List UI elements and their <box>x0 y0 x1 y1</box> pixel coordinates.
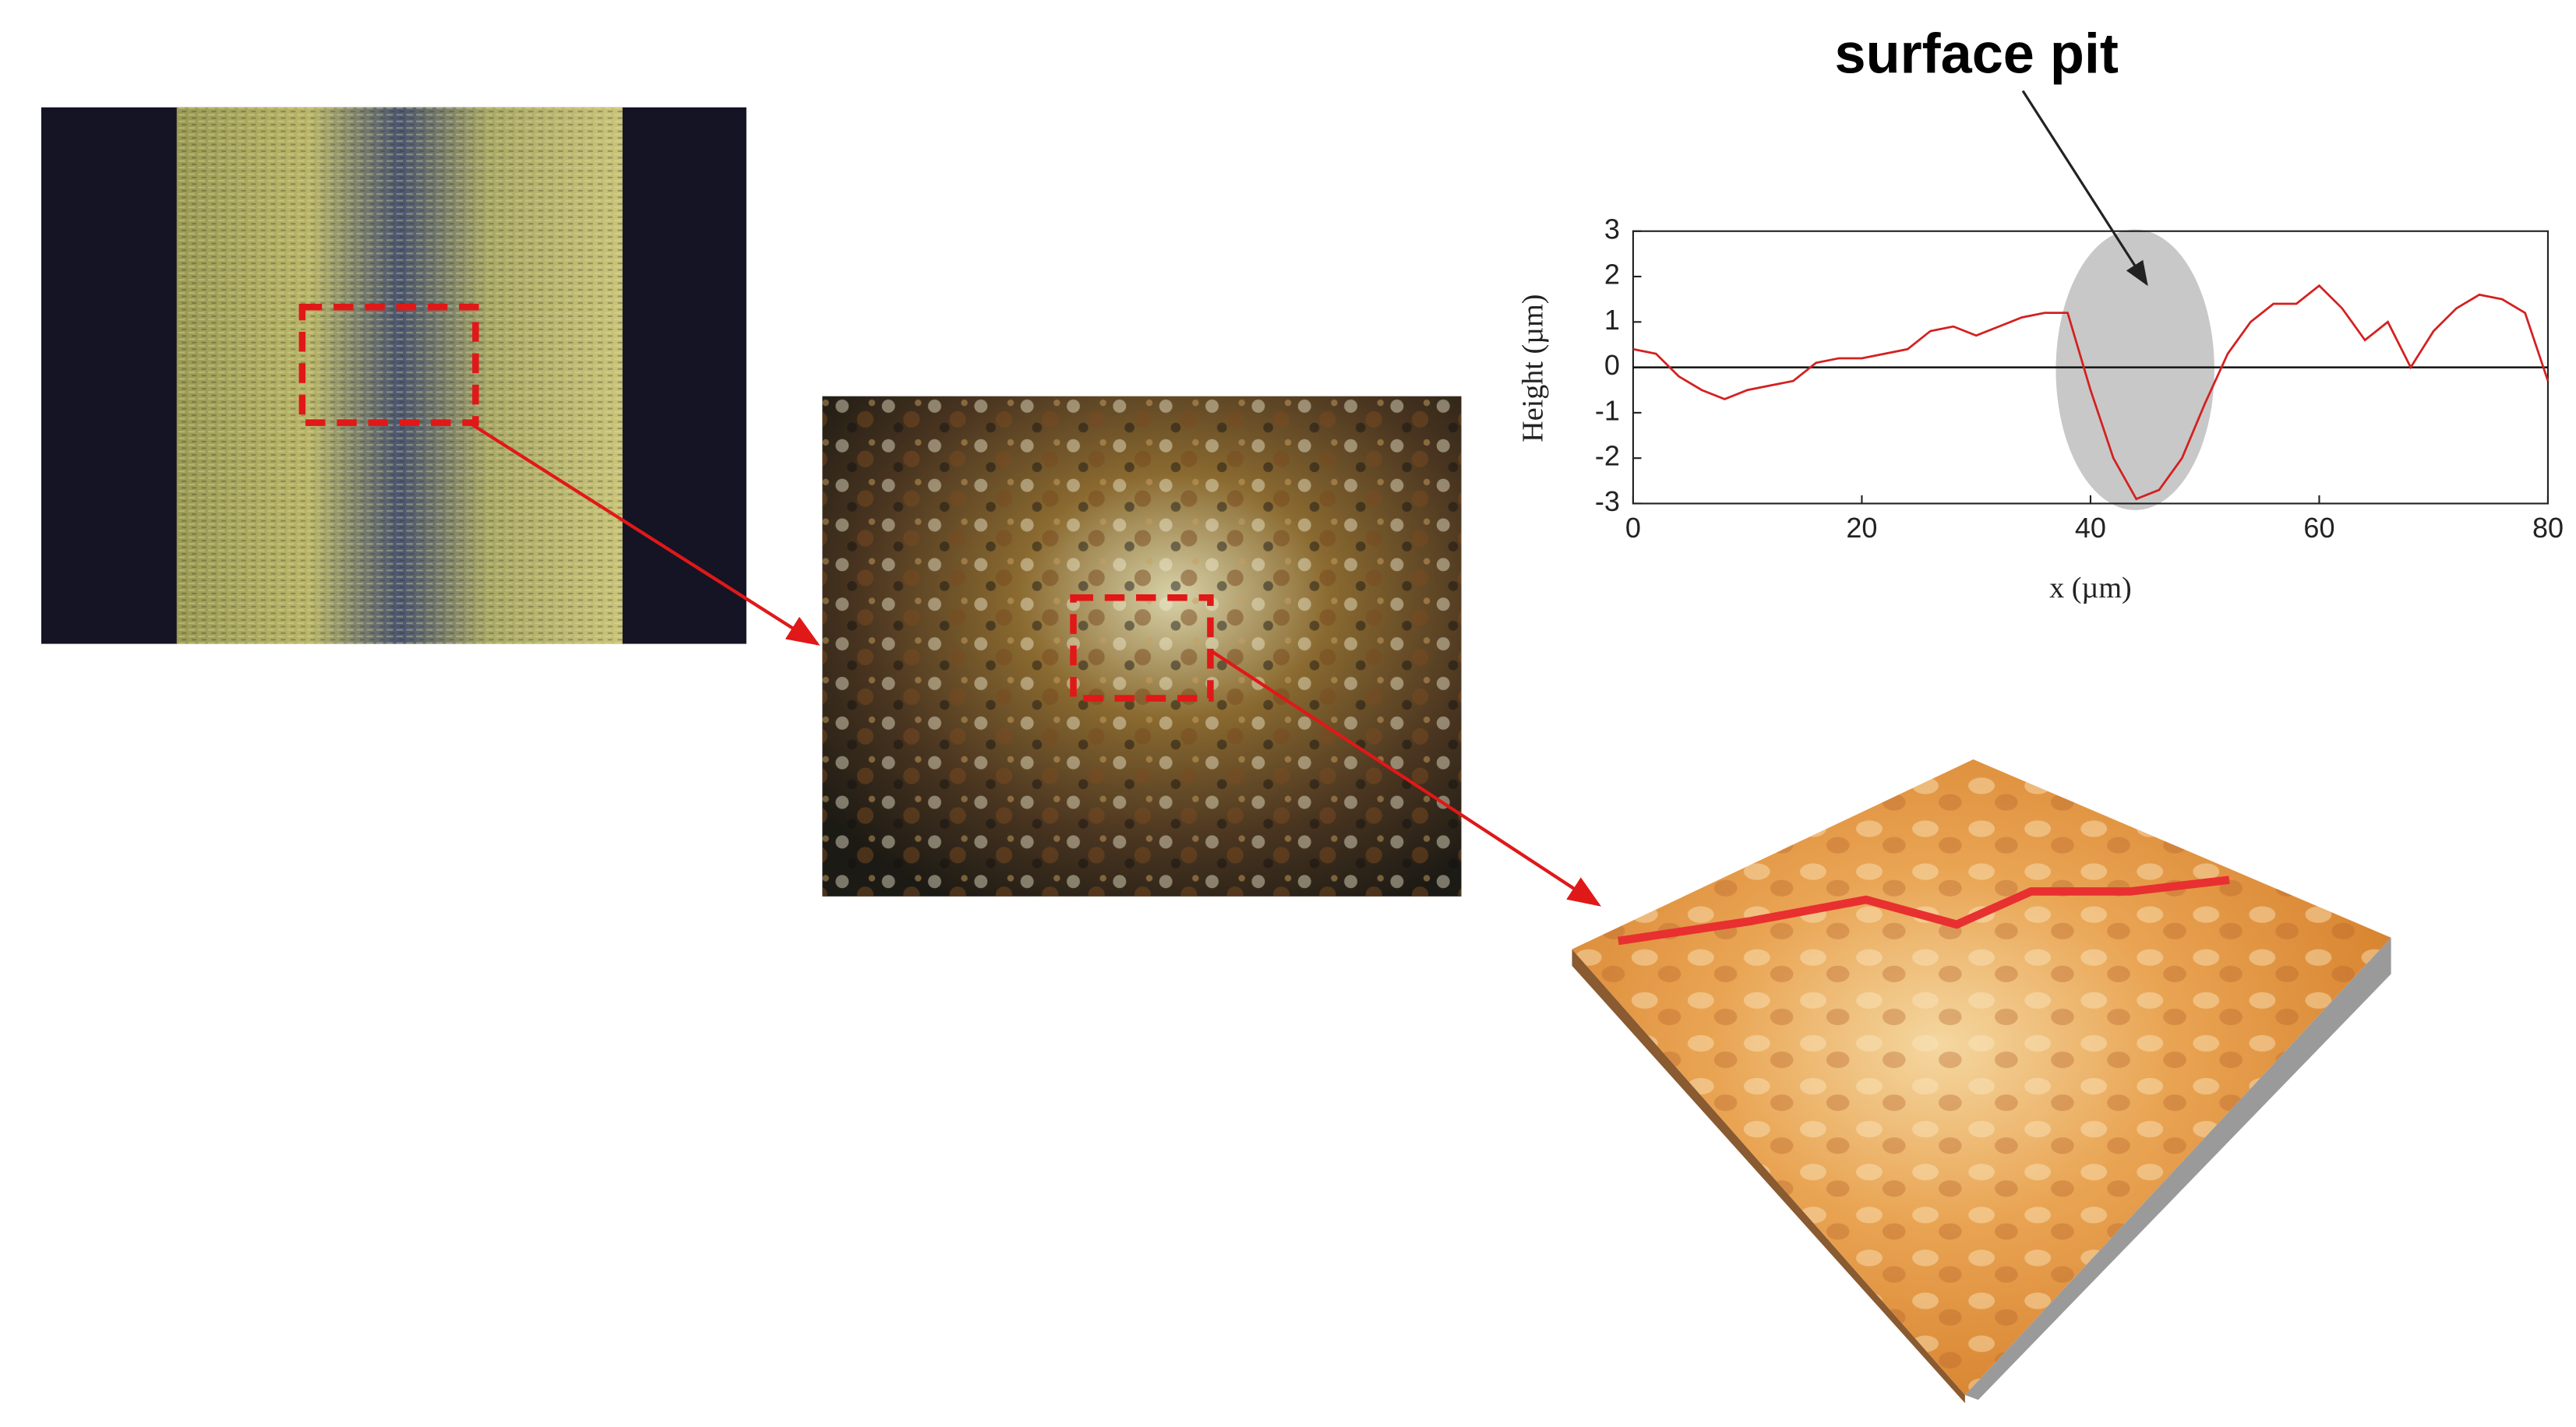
surface-3d <box>1572 759 2391 1404</box>
pit-highlight <box>2056 229 2214 510</box>
x-tick-label: 80 <box>2532 512 2564 544</box>
x-axis-label: x (µm) <box>2049 572 2132 604</box>
y-tick-label: -1 <box>1595 394 1620 426</box>
y-tick-label: 2 <box>1604 259 1620 291</box>
y-tick-label: -3 <box>1595 485 1620 517</box>
zoom-arrow <box>1209 649 1601 907</box>
y-tick-label: -2 <box>1595 440 1620 472</box>
microscope-image <box>822 396 1462 897</box>
y-axis-label: Height (µm) <box>1516 294 1549 442</box>
zoom-arrow <box>468 421 820 646</box>
y-tick-label: 3 <box>1604 213 1620 245</box>
y-tick-label: 1 <box>1604 304 1620 336</box>
annotation-arrow <box>2021 90 2148 287</box>
annotation: surface pit <box>1835 23 2119 85</box>
x-tick-label: 20 <box>1846 512 1877 544</box>
y-tick-label: 0 <box>1604 349 1620 381</box>
x-tick-label: 60 <box>2303 512 2334 544</box>
optical-image <box>41 107 746 644</box>
x-tick-label: 0 <box>1625 512 1641 544</box>
x-tick-label: 40 <box>2075 512 2106 544</box>
profile-line <box>1632 284 2550 501</box>
